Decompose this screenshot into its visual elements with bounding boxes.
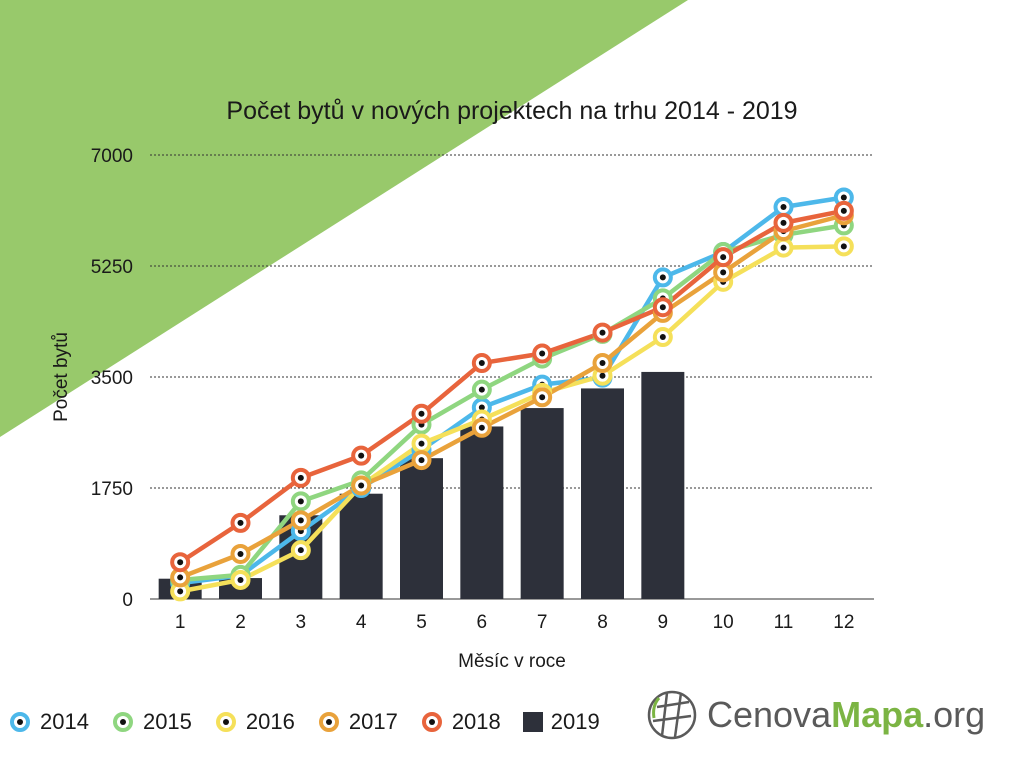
x-axis-label: Měsíc v roce xyxy=(458,651,566,672)
data-point-center xyxy=(720,254,727,261)
y-tick-label: 5250 xyxy=(91,257,133,278)
series-line xyxy=(179,244,844,594)
data-point-center xyxy=(478,404,485,411)
legend-label: 2015 xyxy=(142,709,192,734)
x-tick-label: 9 xyxy=(658,612,669,633)
legend-marker-icon xyxy=(318,712,339,732)
x-tick-label: 6 xyxy=(477,612,488,633)
bar xyxy=(400,458,443,599)
legend-label: 2016 xyxy=(245,709,295,734)
x-tick-label: 12 xyxy=(833,612,854,633)
data-point-center xyxy=(478,424,485,431)
x-tick-label: 1 xyxy=(175,612,186,633)
legend: 2014 2015 2016 2017 2018 2019 xyxy=(8,705,622,739)
bar xyxy=(641,371,685,599)
data-point-center xyxy=(418,457,425,464)
bar xyxy=(339,493,383,599)
data-point-center xyxy=(659,334,666,341)
legend-marker-icon xyxy=(10,712,30,732)
legend-label: 2017 xyxy=(348,709,398,734)
legend-item: 2014 xyxy=(8,709,89,735)
data-point-center xyxy=(780,204,787,211)
data-point-center xyxy=(539,394,546,401)
data-point-center xyxy=(418,440,425,447)
legend-marker-icon xyxy=(112,712,133,732)
legend-item: 2017 xyxy=(317,709,398,735)
legend-item: 2016 xyxy=(214,709,295,735)
y-tick-label: 0 xyxy=(122,590,133,611)
x-tick-label: 7 xyxy=(537,612,548,633)
data-point-center xyxy=(297,474,304,481)
x-tick-label: 10 xyxy=(713,612,734,633)
data-point-center xyxy=(177,559,184,566)
y-axis-label: Počet bytů xyxy=(51,332,72,422)
legend-label: 2018 xyxy=(451,709,501,734)
data-point-center xyxy=(237,519,244,526)
bar xyxy=(581,388,624,599)
series-line xyxy=(179,213,845,580)
data-point-center xyxy=(599,360,606,367)
data-point-center xyxy=(659,274,666,281)
x-tick-label: 5 xyxy=(416,612,427,633)
brand-text-mapa: Mapa xyxy=(831,694,924,735)
legend-bar-swatch xyxy=(522,712,543,732)
brand-text-cenova: Cenova xyxy=(707,694,832,735)
data-point-center xyxy=(720,269,727,276)
series-line xyxy=(179,223,845,583)
data-point-center xyxy=(539,350,546,357)
series-line xyxy=(178,208,845,565)
data-point-center xyxy=(659,304,666,311)
x-tick-label: 3 xyxy=(296,612,307,633)
data-point-center xyxy=(478,386,485,393)
data-point-center xyxy=(840,243,847,250)
x-tick-label: 8 xyxy=(597,612,608,633)
data-point-center xyxy=(297,498,304,505)
data-point-center xyxy=(840,194,847,201)
bar xyxy=(460,426,504,599)
data-point-center xyxy=(840,207,847,214)
legend-marker-icon xyxy=(215,712,236,732)
globe-icon xyxy=(647,690,697,740)
data-point-center xyxy=(297,517,304,524)
data-point-center xyxy=(599,329,606,336)
data-point-center xyxy=(358,452,365,459)
legend-label: 2019 xyxy=(550,709,600,734)
bar xyxy=(520,408,564,599)
data-point-center xyxy=(177,574,184,581)
brand-text-org: .org xyxy=(923,694,986,735)
legend-label: 2014 xyxy=(40,709,89,734)
chart-title: Počet bytů v nových projektech na trhu 2… xyxy=(226,97,798,125)
data-point-center xyxy=(237,576,244,583)
data-point-center xyxy=(297,547,304,554)
x-tick-label: 2 xyxy=(235,612,246,633)
data-point-center xyxy=(780,244,787,251)
legend-item: 2019 xyxy=(522,709,600,735)
data-point-center xyxy=(478,360,485,367)
x-tick-label: 4 xyxy=(356,612,367,633)
y-tick-label: 3500 xyxy=(91,368,133,389)
data-point-center xyxy=(177,588,184,595)
y-tick-label: 1750 xyxy=(91,479,133,500)
legend-item: 2015 xyxy=(111,709,192,735)
legend-item: 2018 xyxy=(420,709,501,735)
data-point-center xyxy=(418,410,425,417)
y-tick-label: 7000 xyxy=(91,146,133,167)
data-point-center xyxy=(237,550,244,557)
legend-marker-icon xyxy=(421,712,442,732)
data-point-center xyxy=(358,482,365,489)
data-point-center xyxy=(780,219,787,226)
data-point-center xyxy=(599,372,606,379)
x-tick-label: 11 xyxy=(774,612,794,633)
series-line xyxy=(179,195,845,586)
brand-logo: Cenova Mapa .org xyxy=(645,685,985,745)
